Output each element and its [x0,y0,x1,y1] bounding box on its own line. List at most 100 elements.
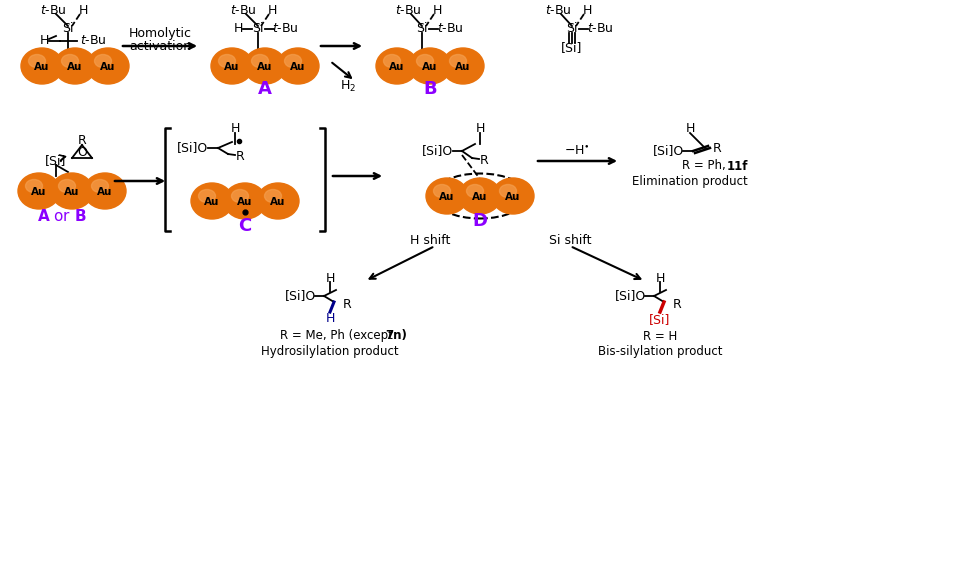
Text: Au: Au [34,62,50,72]
Text: Au: Au [97,187,113,197]
Ellipse shape [191,183,233,219]
Text: Homolytic: Homolytic [128,26,191,40]
Ellipse shape [211,48,253,84]
Text: activation: activation [129,40,191,52]
Text: H: H [475,123,485,135]
Ellipse shape [51,173,93,209]
Text: R: R [672,297,681,310]
Ellipse shape [84,173,126,209]
Ellipse shape [450,55,466,67]
Text: Si: Si [566,22,578,36]
Text: Au: Au [439,192,455,202]
Text: Bis-silylation product: Bis-silylation product [598,344,722,358]
Text: $t$-Bu: $t$-Bu [587,22,613,36]
Text: [Si]O: [Si]O [421,145,453,157]
Ellipse shape [252,55,269,67]
Text: Au: Au [389,62,405,72]
Text: H: H [78,5,87,17]
Ellipse shape [376,48,418,84]
Text: Au: Au [290,62,306,72]
Text: $-$H$^{\bullet}$: $-$H$^{\bullet}$ [564,145,590,158]
Text: H: H [268,5,276,17]
Text: $t$-Bu: $t$-Bu [229,5,257,17]
Ellipse shape [277,48,319,84]
Text: A: A [258,80,271,98]
Text: Au: Au [506,192,520,202]
Ellipse shape [219,55,235,67]
Text: R = Me, Ph (except: R = Me, Ph (except [280,329,397,343]
Text: 11f: 11f [727,160,749,172]
Ellipse shape [409,48,451,84]
Text: Si: Si [416,22,427,36]
Ellipse shape [62,55,78,67]
Text: H$_2$: H$_2$ [340,78,356,93]
Text: Si shift: Si shift [549,234,591,248]
Ellipse shape [466,184,483,198]
Ellipse shape [500,184,516,198]
Text: [Si]: [Si] [562,41,583,55]
Text: [Si]O: [Si]O [176,142,208,154]
Text: H: H [233,22,243,36]
Ellipse shape [54,48,96,84]
Ellipse shape [224,183,266,219]
Text: R = Ph,: R = Ph, [682,160,729,172]
Text: $\mathbf{A}$ or $\mathbf{B}$: $\mathbf{A}$ or $\mathbf{B}$ [37,208,87,224]
Text: Au: Au [258,62,272,72]
Text: C: C [238,217,252,235]
Text: Si: Si [63,22,74,36]
Text: [Si]: [Si] [650,313,670,327]
Text: R: R [343,297,352,310]
Text: D: D [472,212,487,230]
Ellipse shape [91,180,109,192]
Text: Au: Au [472,192,488,202]
Text: Au: Au [68,62,82,72]
Text: $t$-Bu: $t$-Bu [271,22,298,36]
Ellipse shape [265,190,281,203]
Ellipse shape [426,178,468,214]
Text: H shift: H shift [410,234,450,248]
Text: Au: Au [237,197,253,207]
Text: R: R [235,150,244,162]
Ellipse shape [199,190,216,203]
Text: H: H [230,123,240,135]
Text: Au: Au [270,197,286,207]
Text: Si: Si [252,22,264,36]
Ellipse shape [284,55,302,67]
Text: [Si]O: [Si]O [653,145,684,157]
Ellipse shape [416,55,433,67]
Text: Au: Au [456,62,470,72]
Text: R: R [77,135,86,147]
Text: R: R [479,153,488,166]
Text: H: H [656,271,664,285]
Ellipse shape [492,178,534,214]
Text: Au: Au [422,62,438,72]
Ellipse shape [21,48,63,84]
Ellipse shape [87,48,129,84]
Ellipse shape [25,180,42,192]
Text: R = H: R = H [643,329,677,343]
Text: Au: Au [224,62,240,72]
Text: H: H [39,35,49,47]
Text: Au: Au [204,197,220,207]
Ellipse shape [59,180,75,192]
Text: B: B [423,80,437,98]
Ellipse shape [383,55,401,67]
Text: [Si]: [Si] [45,154,67,168]
Text: H: H [325,313,335,325]
Text: $t$-Bu: $t$-Bu [545,5,571,17]
Ellipse shape [94,55,112,67]
Ellipse shape [442,48,484,84]
Ellipse shape [28,55,45,67]
Text: [Si]O: [Si]O [614,290,646,302]
Text: Au: Au [65,187,79,197]
Ellipse shape [459,178,501,214]
Text: Elimination product: Elimination product [632,175,748,188]
Ellipse shape [18,173,60,209]
Text: H: H [582,5,592,17]
Text: H: H [432,5,442,17]
Text: H: H [685,123,695,135]
Ellipse shape [257,183,299,219]
Text: $t$-Bu: $t$-Bu [437,22,464,36]
Text: Hydrosilylation product: Hydrosilylation product [262,344,399,358]
Ellipse shape [244,48,286,84]
